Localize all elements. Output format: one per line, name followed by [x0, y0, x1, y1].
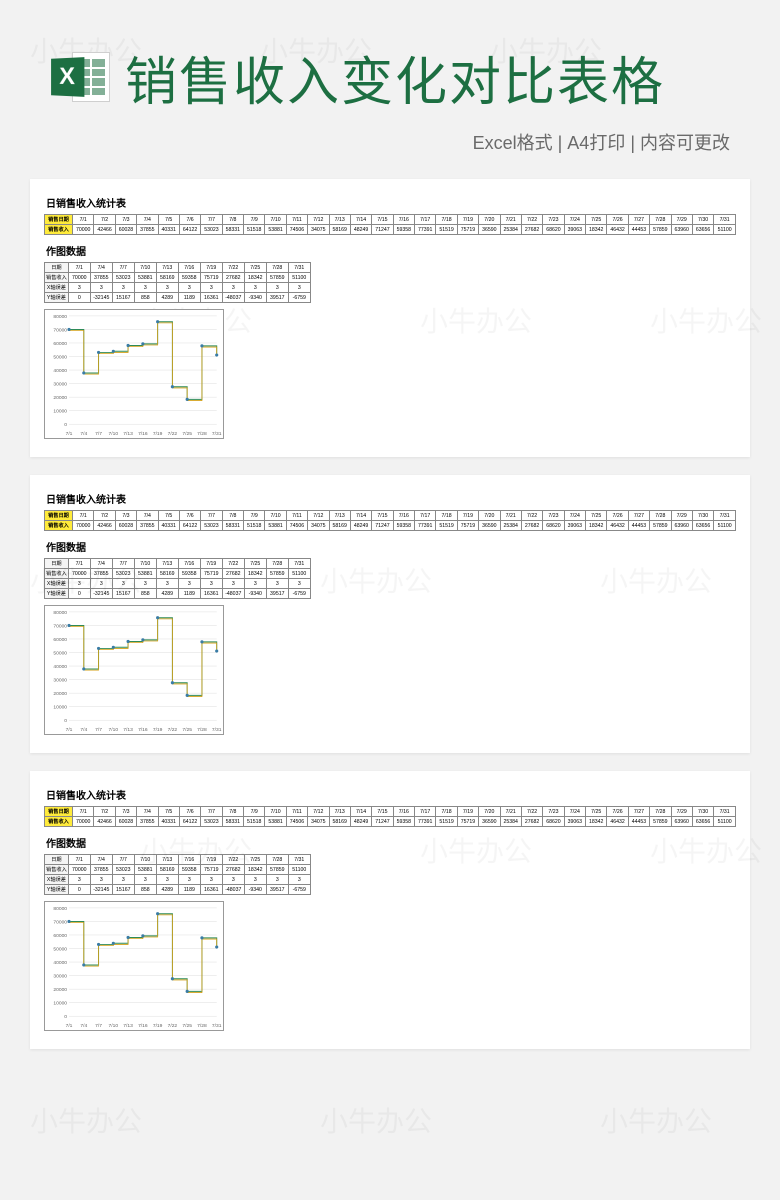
svg-text:30000: 30000: [53, 382, 67, 388]
chart-data-table: 日期7/17/47/77/107/137/167/197/227/257/287…: [44, 558, 311, 599]
svg-text:7/19: 7/19: [153, 1023, 163, 1029]
chart-data-table: 日期7/17/47/77/107/137/167/197/227/257/287…: [44, 262, 311, 303]
svg-text:7/25: 7/25: [182, 1023, 192, 1029]
svg-text:70000: 70000: [53, 327, 67, 333]
svg-text:7/13: 7/13: [123, 1023, 133, 1029]
step-chart: 0 10000 20000 30000 40000 50000 60000 70000 8000…: [44, 901, 224, 1031]
svg-text:10000: 10000: [53, 409, 67, 415]
svg-text:20000: 20000: [53, 987, 67, 993]
spreadsheet-preview-card: 日销售收入统计表销售日期7/17/27/37/47/57/67/77/87/97…: [30, 771, 750, 1049]
svg-text:7/19: 7/19: [153, 727, 163, 733]
svg-text:10000: 10000: [53, 1001, 67, 1007]
spreadsheet-preview-card: 日销售收入统计表销售日期7/17/27/37/47/57/67/77/87/97…: [30, 179, 750, 457]
section-title-sub: 作图数据: [46, 243, 736, 258]
svg-text:7/25: 7/25: [182, 431, 192, 437]
svg-text:7/7: 7/7: [95, 727, 102, 733]
svg-text:7/1: 7/1: [66, 727, 73, 733]
svg-text:7/16: 7/16: [138, 431, 148, 437]
svg-text:50000: 50000: [53, 354, 67, 360]
svg-text:70000: 70000: [53, 623, 67, 629]
section-title-sub: 作图数据: [46, 835, 736, 850]
svg-text:80000: 80000: [53, 906, 67, 912]
svg-text:7/31: 7/31: [212, 431, 222, 437]
svg-text:7/28: 7/28: [197, 727, 207, 733]
svg-text:7/1: 7/1: [66, 431, 73, 437]
svg-text:7/19: 7/19: [153, 431, 163, 437]
svg-text:7/13: 7/13: [123, 431, 133, 437]
section-title-main: 日销售收入统计表: [46, 787, 736, 802]
svg-text:7/28: 7/28: [197, 431, 207, 437]
daily-sales-table: 销售日期7/17/27/37/47/57/67/77/87/97/107/117…: [44, 214, 736, 235]
svg-text:7/1: 7/1: [66, 1023, 73, 1029]
svg-text:30000: 30000: [53, 974, 67, 980]
svg-text:7/4: 7/4: [80, 1023, 87, 1029]
page-title: 销售收入变化对比表格: [125, 40, 665, 115]
svg-text:40000: 40000: [53, 664, 67, 670]
svg-text:7/22: 7/22: [168, 727, 178, 733]
svg-text:7/10: 7/10: [109, 431, 119, 437]
svg-text:7/22: 7/22: [168, 1023, 178, 1029]
chart-data-table: 日期7/17/47/77/107/137/167/197/227/257/287…: [44, 854, 311, 895]
section-title-sub: 作图数据: [46, 539, 736, 554]
page-subtitle: Excel格式 | A4打印 | 内容可更改: [0, 129, 780, 155]
watermark: 小牛办公: [320, 1100, 432, 1140]
svg-text:7/13: 7/13: [123, 727, 133, 733]
svg-text:7/31: 7/31: [212, 727, 222, 733]
spreadsheet-preview-card: 日销售收入统计表销售日期7/17/27/37/47/57/67/77/87/97…: [30, 475, 750, 753]
daily-sales-table: 销售日期7/17/27/37/47/57/67/77/87/97/107/117…: [44, 806, 736, 827]
svg-text:60000: 60000: [53, 933, 67, 939]
svg-text:0: 0: [64, 422, 67, 428]
svg-text:7/31: 7/31: [212, 1023, 222, 1029]
excel-icon: X: [50, 50, 110, 105]
svg-text:20000: 20000: [53, 395, 67, 401]
svg-text:50000: 50000: [53, 946, 67, 952]
svg-text:30000: 30000: [53, 678, 67, 684]
svg-text:7/10: 7/10: [109, 727, 119, 733]
svg-text:7/28: 7/28: [197, 1023, 207, 1029]
svg-text:7/16: 7/16: [138, 1023, 148, 1029]
watermark: 小牛办公: [30, 1100, 142, 1140]
svg-text:7/4: 7/4: [80, 431, 87, 437]
svg-text:7/7: 7/7: [95, 1023, 102, 1029]
svg-text:7/7: 7/7: [95, 431, 102, 437]
daily-sales-table: 销售日期7/17/27/37/47/57/67/77/87/97/107/117…: [44, 510, 736, 531]
svg-text:7/25: 7/25: [182, 727, 192, 733]
svg-text:7/10: 7/10: [109, 1023, 119, 1029]
svg-text:60000: 60000: [53, 341, 67, 347]
svg-text:10000: 10000: [53, 705, 67, 711]
svg-text:20000: 20000: [53, 691, 67, 697]
svg-text:80000: 80000: [53, 314, 67, 320]
section-title-main: 日销售收入统计表: [46, 491, 736, 506]
svg-text:7/4: 7/4: [80, 727, 87, 733]
excel-x-badge: X: [51, 57, 84, 97]
svg-text:60000: 60000: [53, 637, 67, 643]
watermark: 小牛办公: [600, 1100, 712, 1140]
section-title-main: 日销售收入统计表: [46, 195, 736, 210]
svg-text:0: 0: [64, 1014, 67, 1020]
svg-text:40000: 40000: [53, 368, 67, 374]
svg-text:70000: 70000: [53, 919, 67, 925]
svg-text:0: 0: [64, 718, 67, 724]
step-chart: 0 10000 20000 30000 40000 50000 60000 70000 8000…: [44, 309, 224, 439]
svg-text:50000: 50000: [53, 650, 67, 656]
svg-text:7/16: 7/16: [138, 727, 148, 733]
svg-text:7/22: 7/22: [168, 431, 178, 437]
step-chart: 0 10000 20000 30000 40000 50000 60000 70000 8000…: [44, 605, 224, 735]
svg-text:80000: 80000: [53, 610, 67, 616]
svg-text:40000: 40000: [53, 960, 67, 966]
page-header: X 销售收入变化对比表格: [0, 0, 780, 125]
